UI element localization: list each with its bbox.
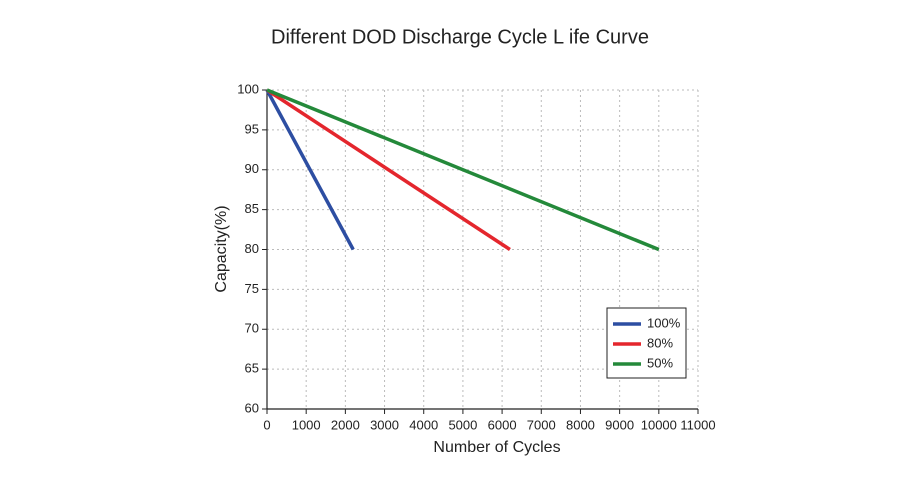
legend-label: 80% [647,335,673,350]
y-tick-label: 100 [237,81,259,96]
x-tick-label: 6000 [488,417,517,432]
x-tick-label: 5000 [448,417,477,432]
y-tick-label: 65 [245,361,259,376]
x-tick-label: 10000 [641,417,677,432]
y-tick-label: 70 [245,321,259,336]
y-tick-label: 95 [245,121,259,136]
x-tick-label: 0 [263,417,270,432]
line-series [265,89,355,251]
x-tick-label: 4000 [409,417,438,432]
line-series [266,88,511,251]
legend-label: 100% [647,315,681,330]
x-axis-label: Number of Cycles [433,439,560,456]
y-tick-label: 90 [245,161,259,176]
legend-label: 50% [647,355,673,370]
line-series [266,88,660,252]
y-tick-label: 80 [245,241,259,256]
x-tick-label: 3000 [370,417,399,432]
y-tick-label: 85 [245,201,259,216]
x-tick-label: 11000 [680,417,715,432]
y-tick-label: 75 [245,281,259,296]
x-tick-label: 2000 [331,417,360,432]
x-tick-label: 9000 [605,417,634,432]
y-axis-label: Capacity(%) [213,205,230,292]
x-tick-label: 1000 [292,417,321,432]
x-tick-label: 7000 [527,417,556,432]
y-tick-label: 60 [245,400,259,415]
chart-title: Different DOD Discharge Cycle L ife Curv… [271,26,649,48]
x-tick-label: 8000 [566,417,595,432]
